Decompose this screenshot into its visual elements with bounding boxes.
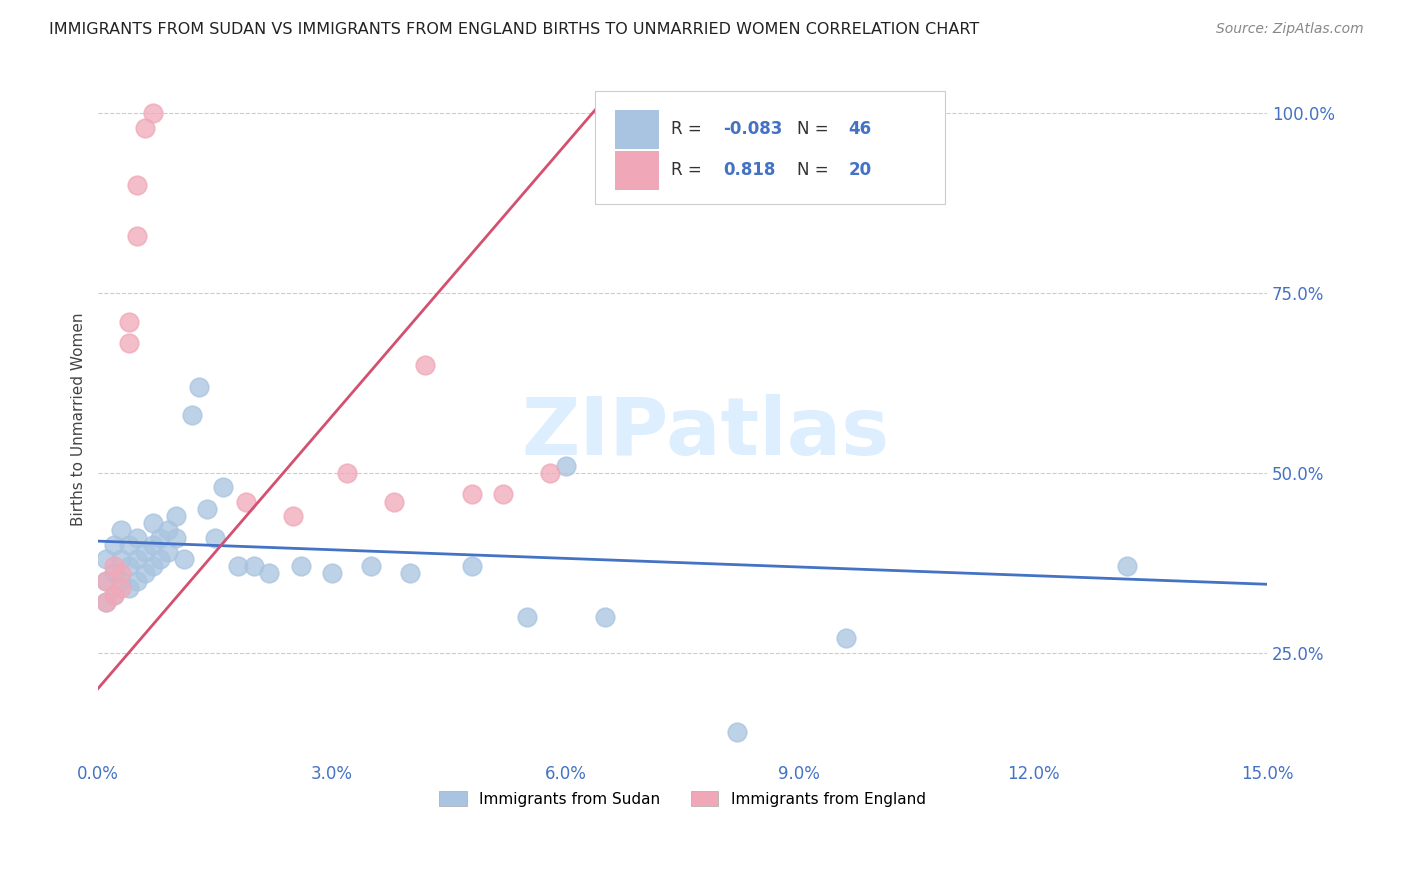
Point xyxy=(118,315,141,329)
Point xyxy=(360,559,382,574)
Point xyxy=(142,106,165,120)
Point xyxy=(94,574,117,588)
Point xyxy=(142,538,165,552)
Point xyxy=(165,531,187,545)
Point xyxy=(290,559,312,574)
Text: R =: R = xyxy=(671,161,707,179)
Point xyxy=(125,228,148,243)
Point xyxy=(110,552,132,566)
Point xyxy=(243,559,266,574)
Text: Source: ZipAtlas.com: Source: ZipAtlas.com xyxy=(1216,22,1364,37)
Text: 46: 46 xyxy=(848,120,872,138)
Point xyxy=(134,545,156,559)
Point xyxy=(125,531,148,545)
Point xyxy=(281,508,304,523)
Point xyxy=(461,487,484,501)
Point xyxy=(336,466,359,480)
Point xyxy=(516,609,538,624)
Point xyxy=(382,494,405,508)
Point xyxy=(94,574,117,588)
Text: 0.818: 0.818 xyxy=(723,161,776,179)
Point xyxy=(492,487,515,501)
Point xyxy=(1115,559,1137,574)
Point xyxy=(118,581,141,595)
Point xyxy=(110,574,132,588)
Point xyxy=(835,631,858,645)
Point xyxy=(188,379,211,393)
Point xyxy=(180,409,202,423)
FancyBboxPatch shape xyxy=(595,91,945,203)
Text: ZIPatlas: ZIPatlas xyxy=(522,393,890,472)
Point xyxy=(103,559,125,574)
Point xyxy=(94,552,117,566)
Point xyxy=(110,566,132,581)
Point xyxy=(103,566,125,581)
Point xyxy=(118,559,141,574)
Point xyxy=(118,538,141,552)
Point xyxy=(125,552,148,566)
Point xyxy=(321,566,343,581)
Point xyxy=(110,581,132,595)
Text: IMMIGRANTS FROM SUDAN VS IMMIGRANTS FROM ENGLAND BIRTHS TO UNMARRIED WOMEN CORRE: IMMIGRANTS FROM SUDAN VS IMMIGRANTS FROM… xyxy=(49,22,980,37)
Point xyxy=(259,566,281,581)
Point xyxy=(142,559,165,574)
Text: N =: N = xyxy=(797,161,834,179)
FancyBboxPatch shape xyxy=(614,110,659,149)
Point xyxy=(204,531,226,545)
Point xyxy=(157,545,180,559)
Point xyxy=(142,516,165,530)
Point xyxy=(165,508,187,523)
Point xyxy=(125,178,148,193)
Point xyxy=(725,724,748,739)
Point xyxy=(103,588,125,602)
Legend: Immigrants from Sudan, Immigrants from England: Immigrants from Sudan, Immigrants from E… xyxy=(432,783,934,814)
Point xyxy=(125,574,148,588)
Text: N =: N = xyxy=(797,120,834,138)
Point xyxy=(235,494,257,508)
Point xyxy=(195,501,218,516)
Point xyxy=(538,466,561,480)
FancyBboxPatch shape xyxy=(614,151,659,190)
Point xyxy=(415,358,437,372)
Point xyxy=(110,524,132,538)
Point xyxy=(94,595,117,609)
Point xyxy=(226,559,249,574)
Point xyxy=(593,609,616,624)
Point xyxy=(398,566,420,581)
Text: R =: R = xyxy=(671,120,707,138)
Point xyxy=(118,336,141,351)
Point xyxy=(94,595,117,609)
Point xyxy=(211,480,233,494)
Y-axis label: Births to Unmarried Women: Births to Unmarried Women xyxy=(72,312,86,525)
Point xyxy=(173,552,195,566)
Point xyxy=(134,566,156,581)
Text: -0.083: -0.083 xyxy=(723,120,783,138)
Point xyxy=(157,524,180,538)
Point xyxy=(134,120,156,135)
Point xyxy=(461,559,484,574)
Text: 20: 20 xyxy=(848,161,872,179)
Point xyxy=(149,552,172,566)
Point xyxy=(149,531,172,545)
Point xyxy=(103,538,125,552)
Point xyxy=(103,588,125,602)
Point xyxy=(554,458,576,473)
